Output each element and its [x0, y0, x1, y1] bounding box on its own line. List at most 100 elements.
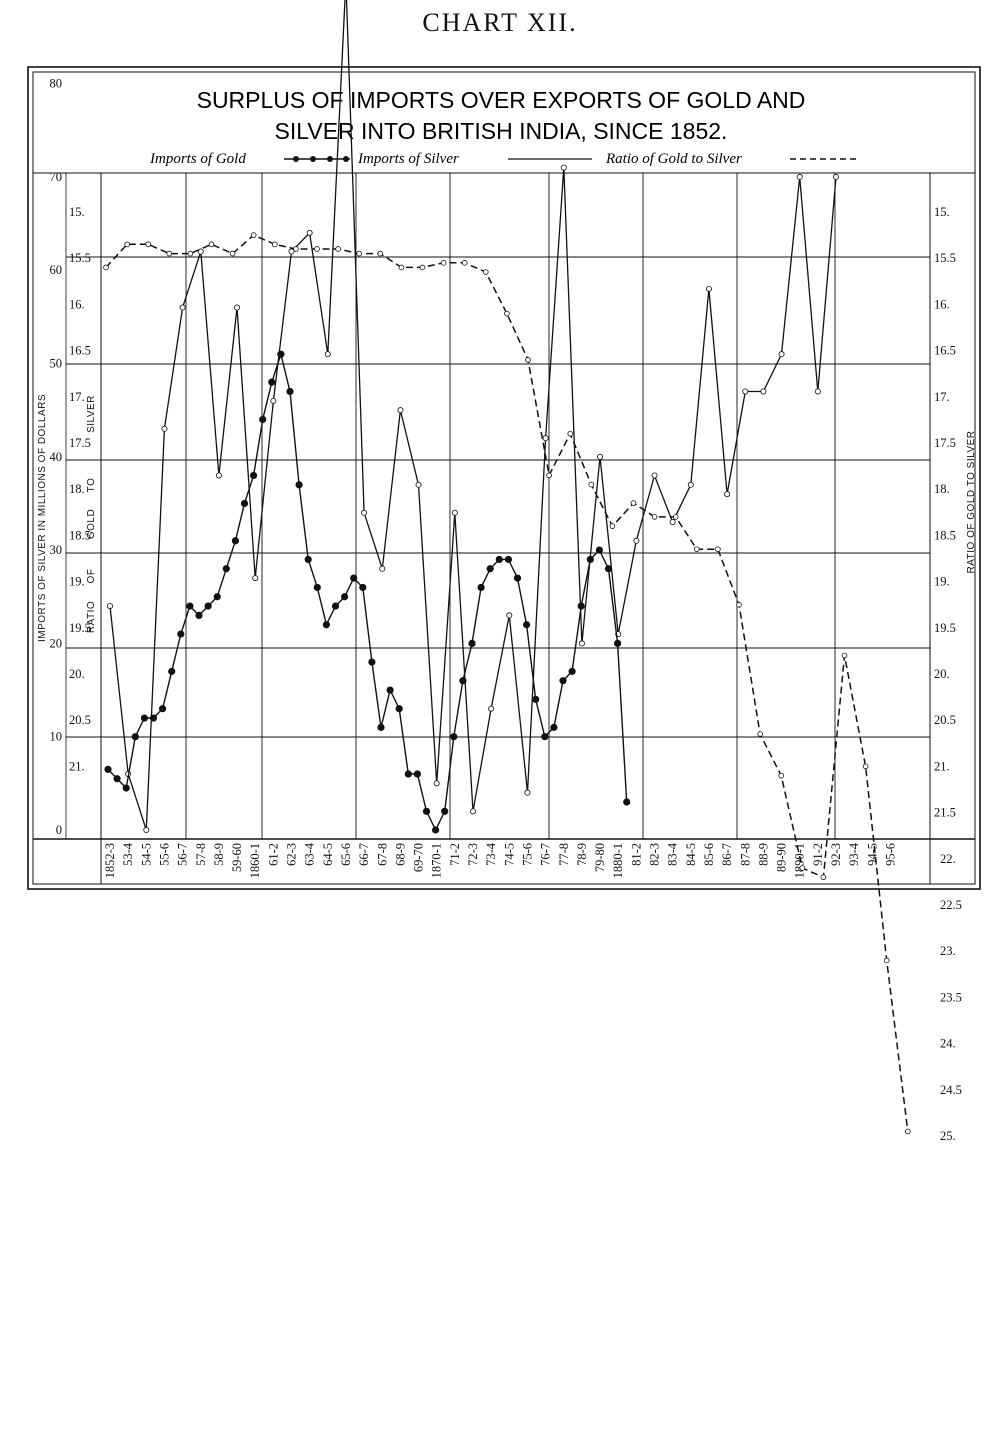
gold-point	[504, 555, 512, 564]
y-tick-label-left: 10	[50, 730, 63, 744]
silver-point	[397, 407, 404, 414]
x-tick-label: 76-7	[539, 843, 553, 866]
ratio-point	[103, 264, 109, 271]
silver-point	[597, 453, 604, 460]
ratio-point	[314, 246, 320, 252]
gold-point	[386, 686, 394, 694]
ratio-point	[525, 357, 531, 363]
gold-point	[304, 555, 312, 564]
silver-point	[814, 388, 821, 395]
x-tick-label: 75-6	[520, 843, 534, 866]
y-tick-label-right: 16.5	[934, 344, 956, 358]
y-tick-label-ratio: 20.	[69, 667, 85, 681]
silver-point	[306, 229, 313, 236]
y-axis-label-ratio-inner: RATIO OF GOLD TO SILVER	[86, 395, 97, 633]
y-tick-label-right: 16.	[934, 297, 950, 311]
y-tick-label-ratio: 20.5	[69, 713, 91, 727]
x-tick-label: 79-80	[593, 843, 607, 872]
x-tick-label: 53-4	[121, 842, 135, 866]
gold-point	[177, 630, 185, 638]
silver-point	[687, 481, 694, 488]
gold-point	[459, 677, 467, 685]
gold-point	[522, 621, 531, 629]
x-tick-label: 67-8	[375, 843, 389, 866]
y-tick-label-right: 25.	[940, 1129, 956, 1143]
y-tick-label-right: 21.	[934, 759, 950, 773]
legend: Imports of Gold Imports of Silver Ratio …	[149, 151, 858, 167]
ratio-point	[841, 652, 848, 659]
silver-point	[415, 481, 422, 488]
x-tick-label: 63-4	[303, 842, 317, 866]
gold-point	[259, 415, 267, 424]
y-tick-label-right: 18.	[934, 482, 950, 496]
gold-point	[186, 602, 194, 610]
x-tick-label: 95-6	[883, 843, 897, 866]
silver-point	[324, 351, 331, 358]
x-tick-label: 56-7	[176, 843, 190, 866]
gold-point	[577, 602, 585, 610]
y-tick-label-left: 20	[50, 636, 63, 650]
ratio-point	[419, 264, 426, 271]
gold-point	[286, 387, 294, 396]
y-tick-label-left: 50	[50, 357, 63, 371]
gold-point	[532, 695, 540, 703]
silver-point	[143, 827, 150, 834]
y-tick-label-ratio: 15.5	[69, 251, 91, 265]
gold-point	[213, 593, 221, 601]
ratio-point	[715, 546, 721, 553]
gold-point	[441, 807, 449, 815]
silver-point	[270, 397, 277, 404]
silver-point	[451, 509, 458, 516]
x-tick-label: 94-5	[865, 843, 879, 866]
silver-point	[361, 509, 368, 516]
y-tick-label-right: 15.	[934, 205, 950, 219]
x-tick-label: 91-2	[811, 843, 825, 866]
y-ticks-ratio-left: 15. 15.5 16. 16.5 17. 17.5 18. 18.5 19. 19.5 20. 20…	[69, 205, 91, 773]
ratio-point	[166, 250, 173, 257]
series-imports-of-silver	[107, 0, 840, 834]
silver-point	[107, 603, 114, 610]
x-tick-label: 68-9	[393, 843, 407, 866]
ratio-point	[799, 865, 806, 871]
y-tick-label-right: 23.	[940, 944, 956, 958]
gold-point	[149, 714, 158, 722]
y-tick-label-ratio: 19.	[69, 575, 85, 589]
y-tick-label-left: 80	[50, 77, 63, 91]
ratio-point	[145, 241, 152, 248]
silver-point	[705, 285, 712, 292]
silver-point	[379, 565, 386, 572]
gold-point	[204, 602, 212, 610]
chart-heading: CHART XII.	[422, 8, 578, 37]
silver-point	[633, 537, 640, 544]
ratio-point	[862, 763, 869, 770]
x-tick-label: 85-6	[702, 843, 716, 866]
ratio-point	[757, 731, 763, 737]
gold-point	[604, 565, 613, 573]
gold-point	[613, 639, 622, 648]
y-tick-label-right: 20.5	[934, 713, 956, 727]
ratio-label-word: RATIO	[86, 601, 97, 633]
y-tick-label-ratio: 16.5	[69, 344, 91, 358]
x-tick-label: 71-2	[448, 843, 462, 866]
ratio-point	[883, 957, 890, 964]
y-tick-label-right: 22.	[940, 852, 956, 866]
silver-point	[506, 612, 513, 619]
gold-point	[250, 471, 258, 480]
ratio-point	[588, 481, 595, 488]
gold-point	[222, 565, 230, 573]
x-tick-label: 1860-1	[248, 843, 262, 878]
gold-point	[240, 499, 249, 508]
ratio-label-word: SILVER	[86, 395, 97, 433]
gold-point	[340, 593, 349, 601]
ratio-point	[904, 1128, 911, 1135]
x-tick-label: 66-7	[357, 843, 371, 866]
x-tick-label: 89-90	[775, 843, 789, 872]
x-tick-label: 55-6	[157, 843, 171, 866]
gold-point	[350, 574, 358, 582]
y-axis-label-right: RATIO OF GOLD TO SILVER	[966, 430, 977, 573]
gold-point	[595, 546, 604, 554]
gold-point	[159, 705, 167, 713]
ratio-point	[124, 241, 130, 248]
ratio-point	[250, 232, 257, 238]
